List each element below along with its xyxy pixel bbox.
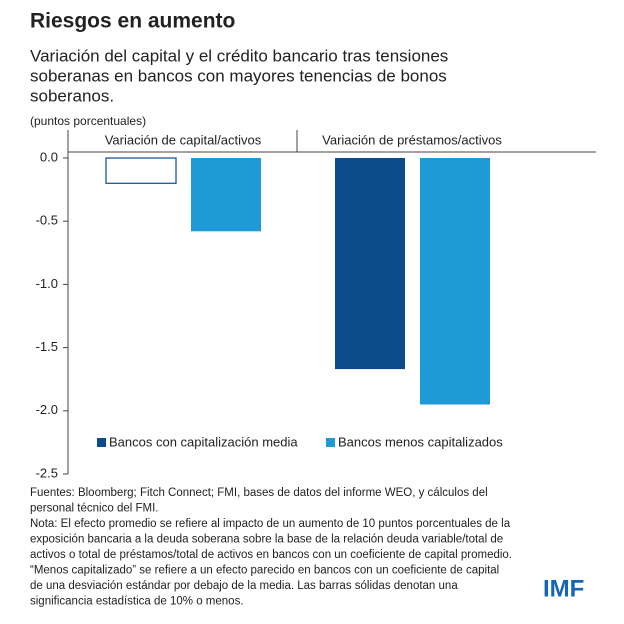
legend-label: Bancos con capitalización media [109, 434, 298, 449]
bar [105, 157, 177, 184]
chart-title: Riesgos en aumento [30, 10, 235, 33]
note: de una desviación estándar por debajo de… [30, 580, 458, 592]
y-tick-label: -1.5 [36, 339, 58, 354]
note: Fuentes: Bloomberg; Fitch Connect; FMI, … [30, 487, 488, 499]
bar [191, 158, 261, 232]
y-tick-label: 0.0 [40, 149, 58, 164]
bar [420, 158, 490, 405]
y-tick-label: -2.0 [36, 402, 58, 417]
category-label: Variación de préstamos/activos [322, 132, 502, 147]
subtitle: Variación del capital y el crédito banca… [30, 46, 448, 65]
note: activos o total de préstamos/total de ac… [30, 549, 512, 561]
note: “Menos capitalizado” se refiere a un efe… [30, 565, 499, 577]
logo: IMF [543, 575, 584, 602]
note: significancia estadística de 10% o menos… [30, 596, 244, 608]
note: Nota: El efecto promedio se refiere al i… [30, 518, 511, 530]
y-tick-label: -1.0 [36, 276, 58, 291]
legend-swatch [97, 438, 106, 447]
note: exposición bancaria a la deuda soberana … [30, 534, 503, 546]
note: personal técnico del FMI. [30, 503, 158, 515]
y-tick-label: -2.5 [36, 465, 58, 480]
subtitle: soberanas en bancos con mayores tenencia… [30, 66, 447, 85]
legend-swatch [326, 438, 335, 447]
legend-label: Bancos menos capitalizados [338, 434, 503, 449]
category-label: Variación de capital/activos [105, 132, 262, 147]
unit-label: (puntos porcentuales) [30, 114, 146, 128]
subtitle: soberanos. [30, 86, 114, 105]
y-tick-label: -0.5 [36, 213, 58, 228]
bar [335, 158, 405, 370]
